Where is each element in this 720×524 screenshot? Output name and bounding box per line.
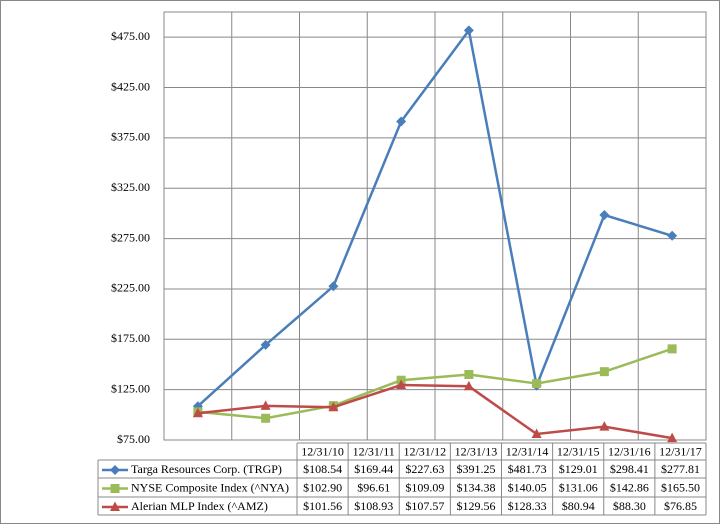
data-point — [260, 339, 271, 350]
data-point — [667, 344, 677, 354]
table-header: 12/31/17 — [659, 444, 702, 458]
data-point — [463, 25, 474, 36]
table-header: 12/31/12 — [403, 444, 446, 458]
legend-marker — [110, 501, 120, 511]
table-header: 12/31/15 — [557, 444, 600, 458]
table-value: $96.61 — [357, 480, 390, 494]
y-tick-label: $325.00 — [111, 180, 150, 194]
table-value: $165.50 — [661, 480, 700, 494]
data-point — [599, 210, 610, 221]
table-header: 12/31/13 — [455, 444, 498, 458]
data-point — [531, 428, 542, 439]
series-line — [197, 27, 673, 408]
series-line — [197, 383, 673, 440]
y-tick-label: $125.00 — [111, 381, 150, 395]
table-value: $227.63 — [405, 462, 444, 476]
data-point — [667, 432, 678, 443]
data-point — [599, 421, 610, 431]
data-point — [328, 401, 339, 412]
y-tick-label: $75.00 — [117, 432, 150, 446]
table-value: $142.86 — [610, 480, 649, 494]
y-tick-label: $175.00 — [111, 331, 150, 345]
table-header: 12/31/14 — [506, 444, 549, 458]
table-value: $128.33 — [508, 499, 547, 513]
table-header: 12/31/16 — [608, 444, 651, 458]
legend-label: Targa Resources Corp. (TRGP) — [131, 462, 282, 476]
y-tick-label: $375.00 — [111, 130, 150, 144]
data-point — [667, 230, 678, 241]
table-value: $102.90 — [303, 480, 342, 494]
series-line — [197, 347, 673, 420]
data-point — [464, 369, 474, 379]
table-header: 12/31/10 — [301, 444, 344, 458]
table-value: $481.73 — [508, 462, 547, 476]
data-point — [599, 367, 609, 377]
y-tick-label: $475.00 — [111, 29, 150, 43]
data-point — [396, 116, 407, 127]
table-value: $88.30 — [613, 499, 646, 513]
table-value: $391.25 — [456, 462, 495, 476]
table-value: $134.38 — [456, 480, 495, 494]
table-header: 12/31/11 — [353, 444, 395, 458]
data-point — [396, 379, 407, 390]
table-value: $107.57 — [405, 499, 444, 513]
y-tick-label: $275.00 — [111, 230, 150, 244]
table-value: $140.05 — [508, 480, 547, 494]
y-tick-label: $425.00 — [111, 79, 150, 93]
data-point — [261, 413, 271, 423]
table-value: $129.56 — [456, 499, 495, 513]
table-value: $80.94 — [562, 499, 595, 513]
table-value: $131.06 — [559, 480, 598, 494]
data-point — [192, 407, 203, 418]
legend-label: Alerian MLP Index (^AMZ) — [131, 499, 268, 513]
table-value: $76.85 — [664, 499, 697, 513]
y-tick-label: $225.00 — [111, 281, 150, 295]
data-point — [463, 380, 474, 391]
table-value: $108.54 — [303, 462, 342, 476]
table-value: $298.41 — [610, 462, 649, 476]
table-value: $277.81 — [661, 462, 700, 476]
table-value: $169.44 — [354, 462, 393, 476]
data-point — [328, 281, 339, 292]
legend-marker — [110, 465, 120, 475]
table-value: $129.01 — [559, 462, 598, 476]
table-value: $101.56 — [303, 499, 342, 513]
legend-marker — [110, 484, 120, 493]
data-point — [532, 379, 542, 389]
table-value: $108.93 — [354, 499, 393, 513]
data-point — [260, 400, 271, 410]
legend-label: NYSE Composite Index (^NYA) — [131, 480, 289, 494]
table-value: $109.09 — [405, 480, 444, 494]
